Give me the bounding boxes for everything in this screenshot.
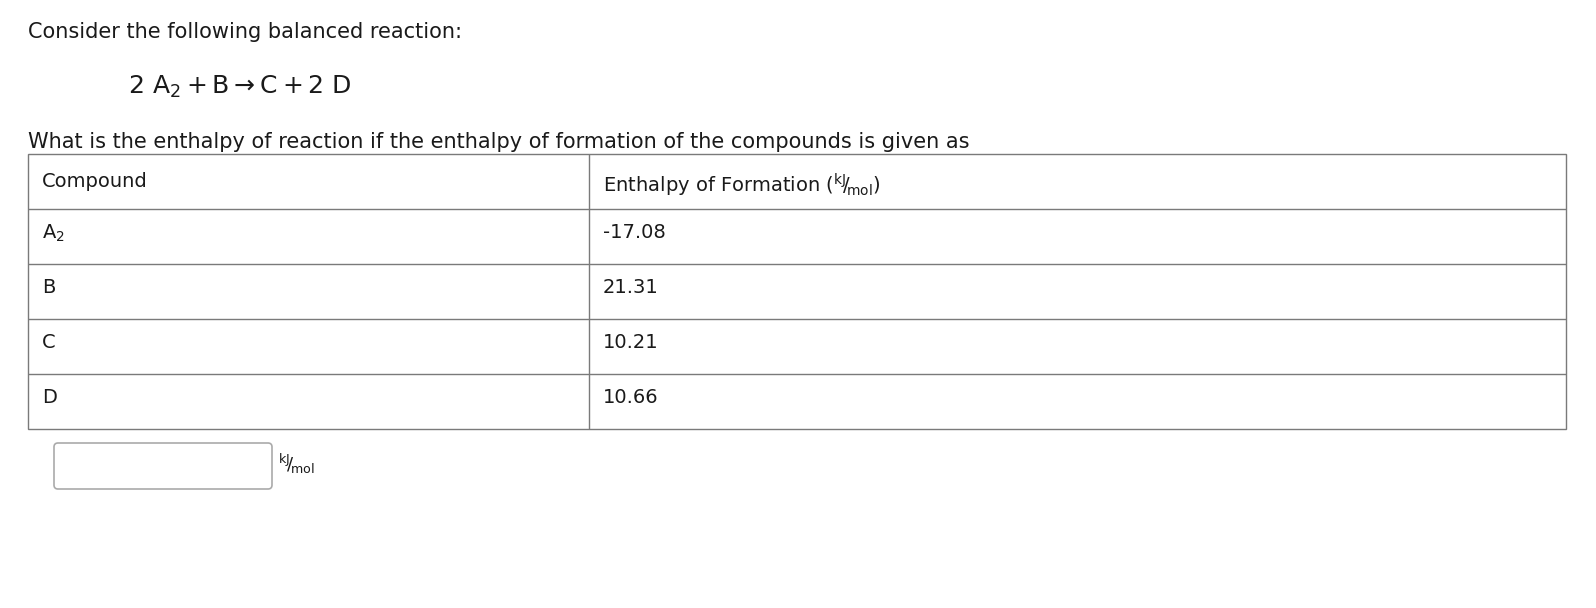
Text: Compound: Compound <box>41 172 148 191</box>
Text: 21.31: 21.31 <box>603 278 659 297</box>
Text: What is the enthalpy of reaction if the enthalpy of formation of the compounds i: What is the enthalpy of reaction if the … <box>29 132 969 152</box>
FancyBboxPatch shape <box>54 443 271 489</box>
Text: -17.08: -17.08 <box>603 223 666 242</box>
Text: $\mathrm{A_2}$: $\mathrm{A_2}$ <box>41 223 65 244</box>
Text: $2\ \mathrm{A_2} + \mathrm{B} \rightarrow \mathrm{C} + 2\ \mathrm{D}$: $2\ \mathrm{A_2} + \mathrm{B} \rightarro… <box>128 74 351 100</box>
Text: 10.21: 10.21 <box>603 333 659 352</box>
Bar <box>29 154 1566 429</box>
Text: 10.66: 10.66 <box>603 388 659 407</box>
Text: Enthalpy of Formation ($^{\mathrm{kJ}}\!/\!_{\mathrm{mol}}$): Enthalpy of Formation ($^{\mathrm{kJ}}\!… <box>603 172 881 199</box>
Text: B: B <box>41 278 56 297</box>
Text: D: D <box>41 388 57 407</box>
Text: $^{\mathrm{kJ}}\!/\!_{\mathrm{mol}}$: $^{\mathrm{kJ}}\!/\!_{\mathrm{mol}}$ <box>278 452 314 476</box>
Text: C: C <box>41 333 56 352</box>
Text: Consider the following balanced reaction:: Consider the following balanced reaction… <box>29 22 461 42</box>
